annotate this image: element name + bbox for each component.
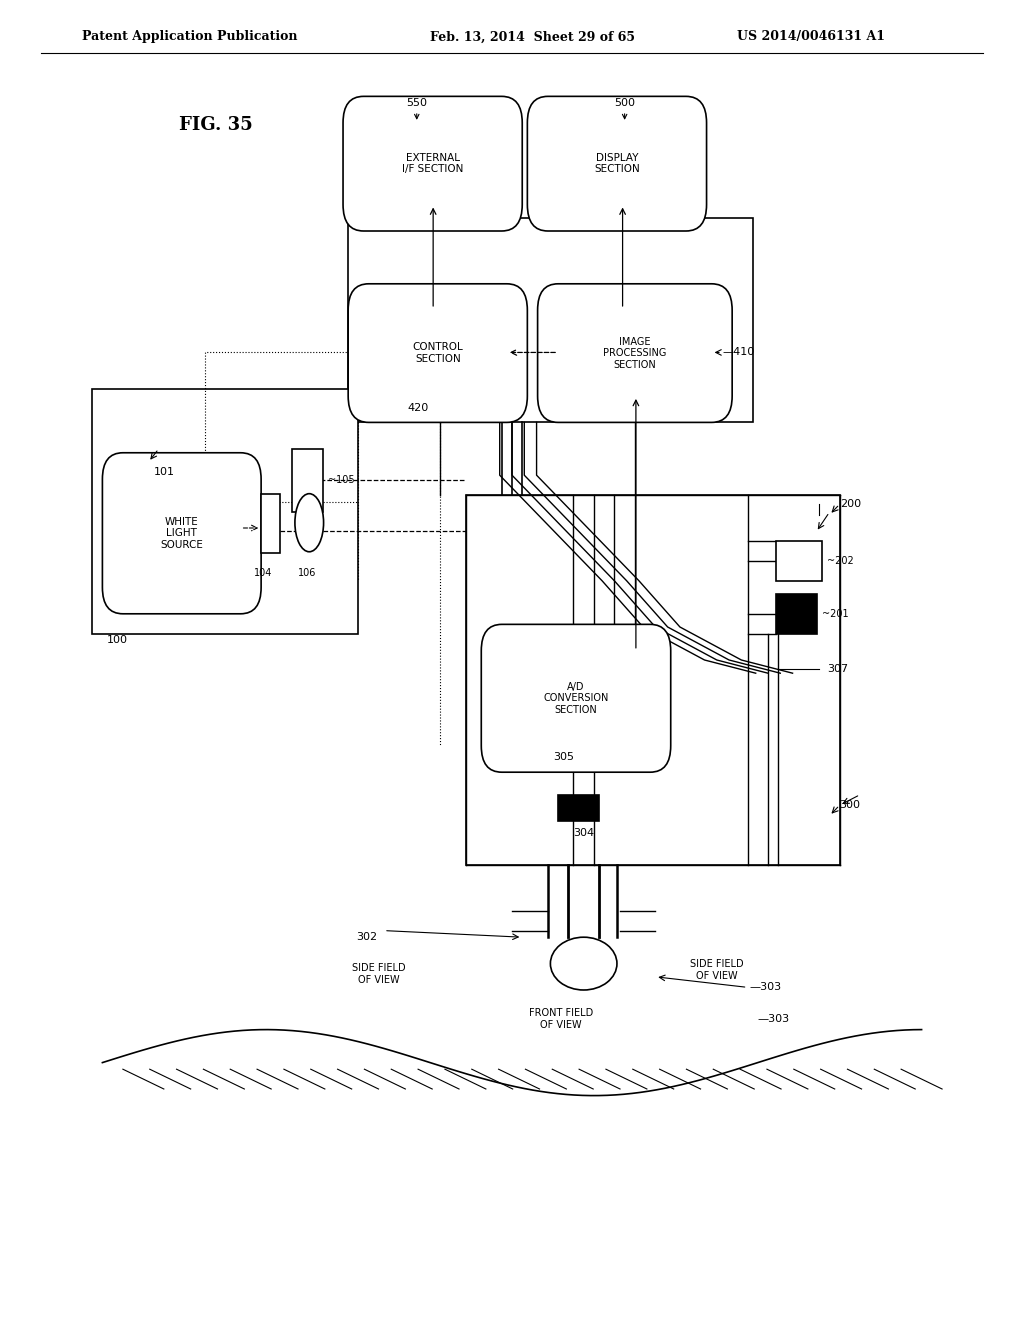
Text: WHITE
LIGHT
SOURCE: WHITE LIGHT SOURCE xyxy=(161,516,203,550)
Bar xyxy=(558,795,599,821)
Text: —303: —303 xyxy=(750,982,781,993)
Bar xyxy=(348,218,753,422)
FancyBboxPatch shape xyxy=(481,624,671,772)
Text: EXTERNAL
I/F SECTION: EXTERNAL I/F SECTION xyxy=(402,153,463,174)
Text: CONTROL
SECTION: CONTROL SECTION xyxy=(413,342,463,364)
Text: 100: 100 xyxy=(108,635,128,645)
Bar xyxy=(776,541,822,581)
Ellipse shape xyxy=(551,937,616,990)
Text: —400: —400 xyxy=(666,288,697,298)
Bar xyxy=(466,495,840,865)
Text: 307: 307 xyxy=(827,664,849,675)
Text: —410: —410 xyxy=(723,347,755,358)
Ellipse shape xyxy=(295,494,324,552)
FancyBboxPatch shape xyxy=(343,96,522,231)
Text: SIDE FIELD
OF VIEW: SIDE FIELD OF VIEW xyxy=(352,964,406,985)
Text: 500: 500 xyxy=(614,98,635,119)
Text: 304: 304 xyxy=(573,828,594,838)
Text: LIGHT
SOURCE
SECTION: LIGHT SOURCE SECTION xyxy=(102,475,152,510)
Text: Feb. 13, 2014  Sheet 29 of 65: Feb. 13, 2014 Sheet 29 of 65 xyxy=(430,30,635,44)
FancyBboxPatch shape xyxy=(527,96,707,231)
Text: DISPLAY
SECTION: DISPLAY SECTION xyxy=(594,153,640,174)
Text: A/D
CONVERSION
SECTION: A/D CONVERSION SECTION xyxy=(544,681,608,715)
Bar xyxy=(776,594,817,634)
FancyBboxPatch shape xyxy=(538,284,732,422)
FancyBboxPatch shape xyxy=(348,284,527,422)
Text: 550: 550 xyxy=(407,98,427,119)
Text: SIDE FIELD
OF VIEW: SIDE FIELD OF VIEW xyxy=(690,960,743,981)
Text: 106: 106 xyxy=(298,568,316,578)
Text: US 2014/0046131 A1: US 2014/0046131 A1 xyxy=(737,30,886,44)
Text: ~105: ~105 xyxy=(328,475,354,486)
Text: CONTROL
DEVICE: CONTROL DEVICE xyxy=(650,289,705,310)
Text: 101: 101 xyxy=(154,467,175,478)
FancyBboxPatch shape xyxy=(102,453,261,614)
Text: IMAGE
PROCESSING
SECTION: IMAGE PROCESSING SECTION xyxy=(603,337,667,370)
Bar xyxy=(292,449,323,512)
Text: 300: 300 xyxy=(840,800,861,810)
Text: FIG. 35: FIG. 35 xyxy=(179,116,253,135)
Text: 302: 302 xyxy=(356,932,377,942)
Text: FRONT FIELD
OF VIEW: FRONT FIELD OF VIEW xyxy=(529,1008,593,1030)
Text: ~201: ~201 xyxy=(822,609,849,619)
Text: Patent Application Publication: Patent Application Publication xyxy=(82,30,297,44)
Text: 305: 305 xyxy=(553,752,573,763)
Text: 104: 104 xyxy=(254,568,272,578)
Text: —303: —303 xyxy=(758,1014,790,1024)
Text: 200: 200 xyxy=(840,499,861,510)
Text: 420: 420 xyxy=(408,403,428,413)
Bar xyxy=(261,494,280,553)
Text: ~202: ~202 xyxy=(827,556,854,566)
Bar xyxy=(92,389,358,634)
